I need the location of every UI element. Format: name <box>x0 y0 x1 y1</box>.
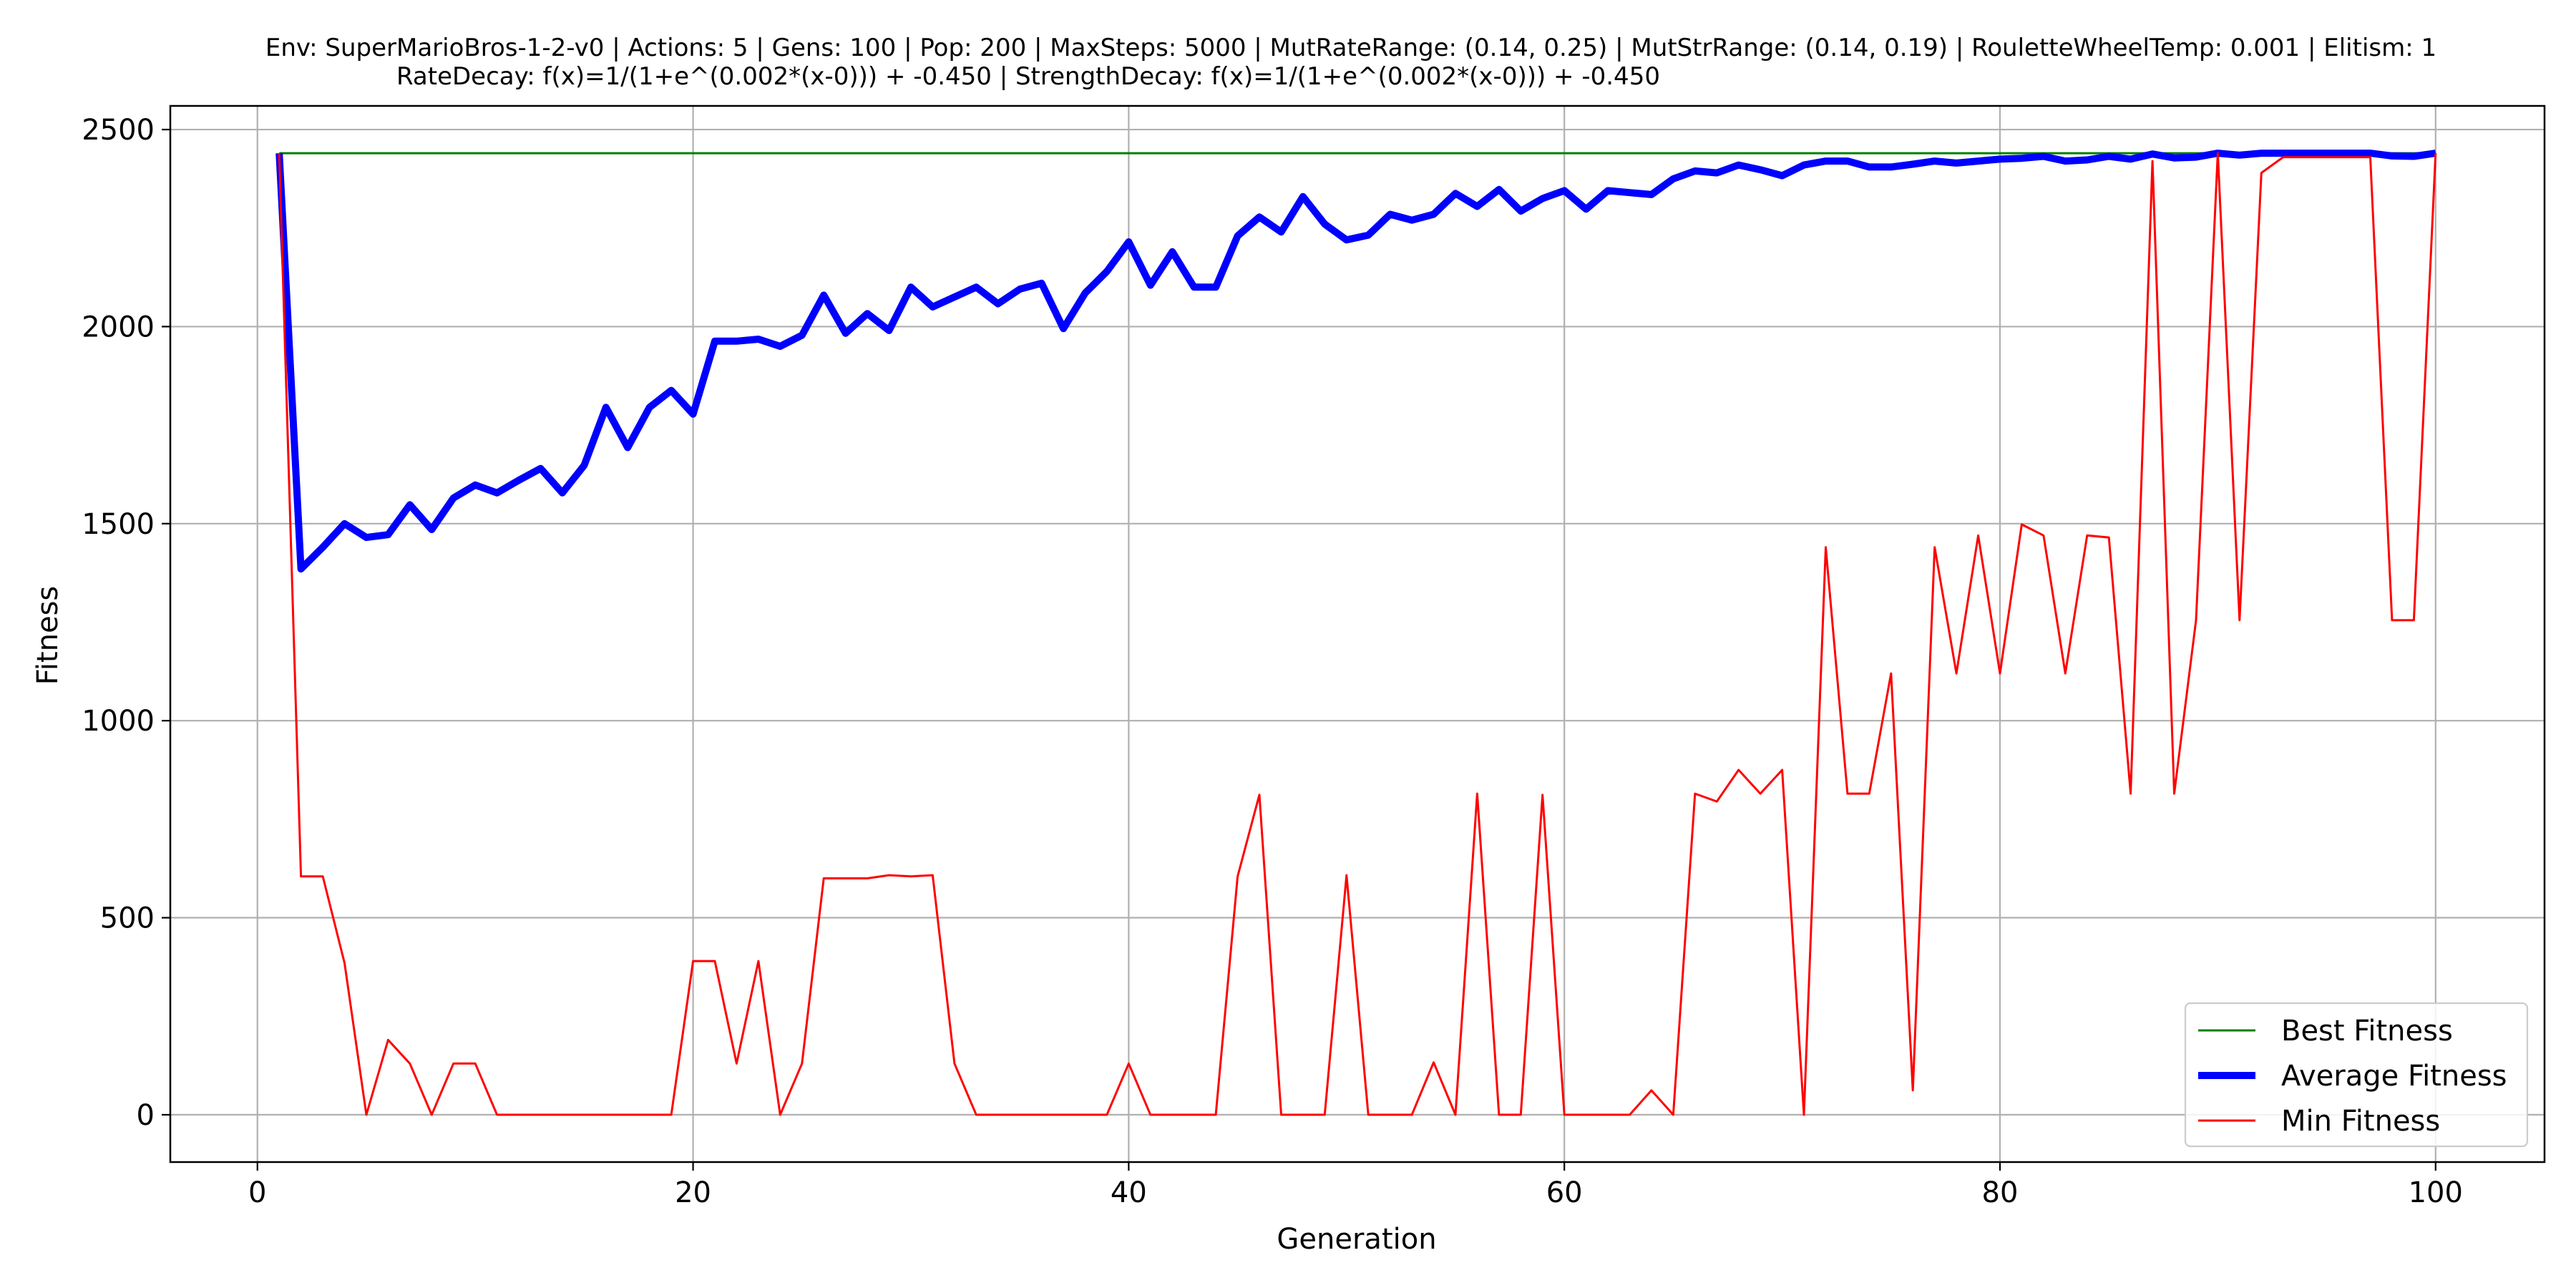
series-line-min-fitness <box>278 152 2437 1116</box>
x-axis-title: Generation <box>1277 1223 1436 1256</box>
plot-frame <box>169 104 2546 1163</box>
series-layer <box>275 150 2437 1116</box>
y-tick-label: 0 <box>137 1099 155 1132</box>
chart-subtitle: RateDecay: f(x)=1/(1+e^(0.002*(x-0))) + … <box>396 62 1660 91</box>
y-tick-label: 2000 <box>82 311 155 343</box>
legend-box <box>2184 1002 2529 1148</box>
x-tick-label: 80 <box>1982 1176 2019 1209</box>
y-tick-label: 1500 <box>82 508 155 541</box>
x-tick-label: 40 <box>1111 1176 1147 1209</box>
legend-label-best-fitness: Best Fitness <box>2281 1015 2453 1048</box>
x-axis: 0 20 40 60 80 100 <box>248 1162 2463 1209</box>
x-tick-label: 60 <box>1546 1176 1583 1209</box>
chart-title: Env: SuperMarioBros-1-2-v0 | Actions: 5 … <box>265 34 2436 62</box>
grid-lines <box>170 106 2545 1162</box>
y-tick-label: 1000 <box>82 705 155 738</box>
legend-label-min-fitness: Min Fitness <box>2281 1105 2440 1138</box>
y-axis: 0 500 1000 1500 2000 2500 <box>82 114 170 1132</box>
legend: Best Fitness Average Fitness Min Fitness <box>2184 1002 2529 1148</box>
y-tick-label: 500 <box>100 902 155 935</box>
y-axis-title: Fitness <box>31 586 64 686</box>
x-tick-label: 0 <box>248 1176 266 1209</box>
series-line-average-fitness <box>275 150 2436 573</box>
legend-label-average-fitness: Average Fitness <box>2281 1060 2507 1093</box>
x-tick-label: 100 <box>2409 1176 2463 1209</box>
y-tick-label: 2500 <box>82 114 155 147</box>
x-tick-label: 20 <box>675 1176 711 1209</box>
